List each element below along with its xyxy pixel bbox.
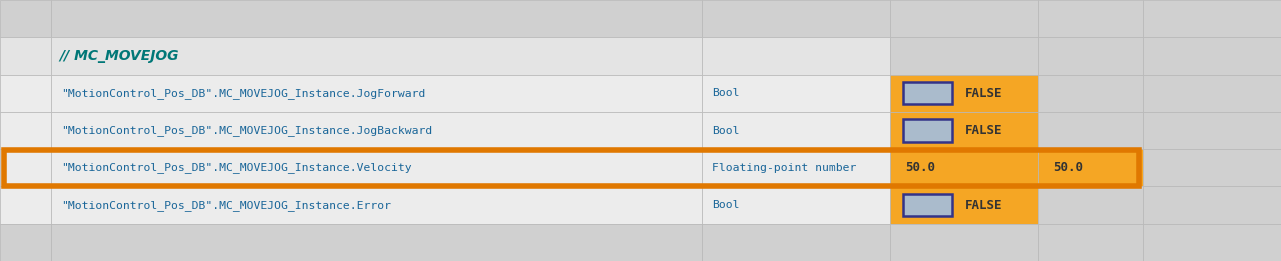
- Text: // MC_MOVEJOG: // MC_MOVEJOG: [59, 49, 178, 63]
- Bar: [890, 224, 1038, 261]
- Bar: [702, 112, 890, 149]
- Bar: [903, 119, 952, 142]
- Bar: [51, 75, 702, 112]
- Bar: [1038, 75, 1143, 112]
- Bar: [1143, 75, 1281, 112]
- Text: FALSE: FALSE: [965, 87, 1003, 100]
- Bar: [4, 150, 1139, 186]
- Bar: [1143, 224, 1281, 261]
- Bar: [1038, 0, 1143, 37]
- Bar: [0, 112, 51, 149]
- Bar: [0, 224, 51, 261]
- Bar: [1038, 112, 1143, 149]
- Bar: [51, 37, 702, 75]
- Bar: [0, 149, 51, 186]
- Bar: [702, 149, 890, 186]
- Bar: [0, 186, 51, 224]
- Bar: [903, 194, 952, 216]
- Bar: [890, 186, 1038, 224]
- Bar: [0, 0, 51, 37]
- Bar: [51, 224, 702, 261]
- Bar: [1038, 149, 1143, 186]
- Text: "MotionControl_Pos_DB".MC_MOVEJOG_Instance.JogBackward: "MotionControl_Pos_DB".MC_MOVEJOG_Instan…: [61, 125, 433, 136]
- Bar: [890, 0, 1038, 37]
- Bar: [1143, 186, 1281, 224]
- Text: "MotionControl_Pos_DB".MC_MOVEJOG_Instance.Error: "MotionControl_Pos_DB".MC_MOVEJOG_Instan…: [61, 200, 392, 211]
- Text: 50.0: 50.0: [1053, 161, 1082, 174]
- Bar: [1038, 37, 1143, 75]
- Bar: [0, 75, 51, 112]
- Bar: [1038, 224, 1143, 261]
- Bar: [702, 186, 890, 224]
- Bar: [51, 186, 702, 224]
- Text: FALSE: FALSE: [965, 199, 1003, 212]
- Bar: [903, 82, 952, 104]
- Text: "MotionControl_Pos_DB".MC_MOVEJOG_Instance.JogForward: "MotionControl_Pos_DB".MC_MOVEJOG_Instan…: [61, 88, 425, 99]
- Bar: [51, 0, 702, 37]
- Bar: [890, 37, 1038, 75]
- Bar: [51, 112, 702, 149]
- Bar: [1038, 186, 1143, 224]
- Text: Floating-point number: Floating-point number: [712, 163, 857, 173]
- Text: FALSE: FALSE: [965, 124, 1003, 137]
- Bar: [702, 75, 890, 112]
- Text: "MotionControl_Pos_DB".MC_MOVEJOG_Instance.Velocity: "MotionControl_Pos_DB".MC_MOVEJOG_Instan…: [61, 162, 412, 173]
- Bar: [1143, 37, 1281, 75]
- Bar: [702, 0, 890, 37]
- Bar: [890, 112, 1038, 149]
- Bar: [890, 149, 1038, 186]
- Bar: [702, 37, 890, 75]
- Bar: [1143, 0, 1281, 37]
- Bar: [51, 149, 702, 186]
- Text: Bool: Bool: [712, 200, 739, 210]
- Bar: [1143, 149, 1281, 186]
- Text: Bool: Bool: [712, 126, 739, 135]
- Text: 50.0: 50.0: [906, 161, 935, 174]
- Bar: [890, 75, 1038, 112]
- Text: Bool: Bool: [712, 88, 739, 98]
- Bar: [1143, 112, 1281, 149]
- Bar: [0, 37, 51, 75]
- Bar: [702, 224, 890, 261]
